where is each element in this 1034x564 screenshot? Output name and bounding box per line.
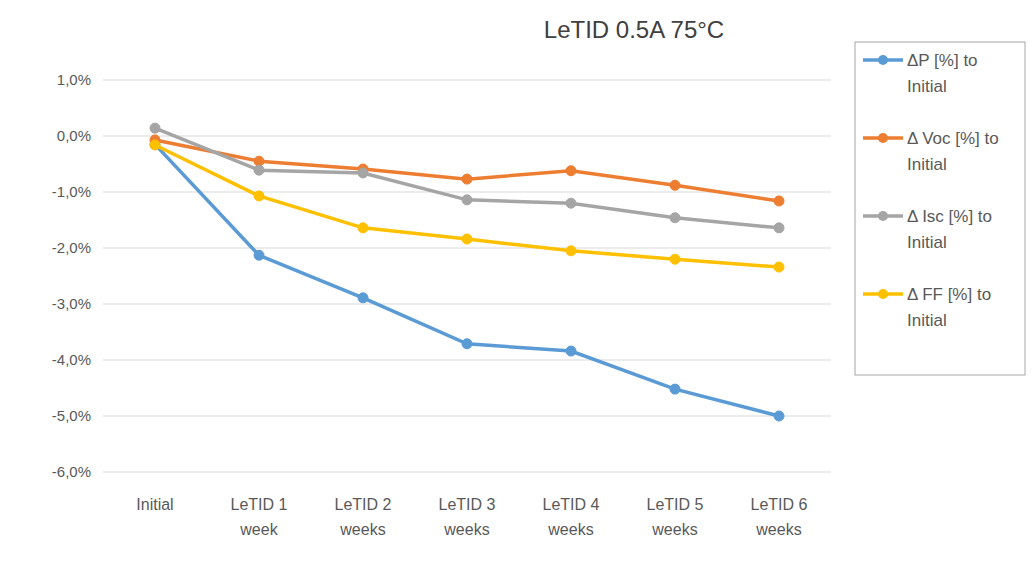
x-tick-label: LeTID 5 weeks	[647, 496, 704, 538]
legend-label: Δ Isc [%] to Initial	[907, 207, 992, 252]
grid-line	[103, 136, 831, 137]
series-marker	[358, 293, 368, 303]
x-tick-label-line: LeTID 1	[231, 496, 288, 513]
x-tick-label-line: LeTID 6	[751, 496, 808, 513]
x-tick-label: LeTID 6 weeks	[751, 496, 808, 538]
series-marker	[150, 139, 160, 149]
x-tick-label-line: weeks	[339, 521, 385, 538]
legend-label-line: Δ FF [%] to	[907, 285, 991, 304]
y-tick-label: -1,0%	[52, 183, 91, 200]
y-tick-label: -5,0%	[52, 407, 91, 424]
y-tick-label: 0,0%	[57, 127, 91, 144]
series-marker	[670, 384, 680, 394]
x-tick-label-line: Initial	[136, 496, 173, 513]
y-tick-label: -3,0%	[52, 295, 91, 312]
grid-line	[103, 80, 831, 81]
legend-label-line: Initial	[907, 311, 947, 330]
grid-line	[103, 304, 831, 305]
legend-label-line: Initial	[907, 77, 947, 96]
series-marker	[254, 191, 264, 201]
legend-label-line: Initial	[907, 233, 947, 252]
series-marker	[670, 213, 680, 223]
x-tick-label-line: LeTID 5	[647, 496, 704, 513]
grid-line	[103, 360, 831, 361]
series-marker	[774, 262, 784, 272]
x-tick-label: LeTID 2 weeks	[335, 496, 392, 538]
y-tick-label: -4,0%	[52, 351, 91, 368]
series-marker	[774, 196, 784, 206]
legend-box	[855, 42, 1025, 375]
x-tick-label-line: weeks	[755, 521, 801, 538]
title: LeTID 0.5A 75°C	[544, 16, 724, 43]
legend-marker	[878, 55, 888, 65]
legend-label-line: ΔP [%] to	[907, 51, 978, 70]
series-marker	[774, 411, 784, 421]
legend-marker	[878, 289, 888, 299]
x-tick-label-line: week	[239, 521, 278, 538]
series-marker	[358, 223, 368, 233]
x-tick-label-line: weeks	[547, 521, 593, 538]
series-marker	[254, 250, 264, 260]
plot-area	[150, 123, 784, 421]
series-marker	[566, 346, 576, 356]
y-tick-label: -6,0%	[52, 463, 91, 480]
grid-line	[103, 416, 831, 417]
legend-label-line: Initial	[907, 155, 947, 174]
legend-label: ΔP [%] to Initial	[907, 51, 978, 96]
legend-marker	[878, 133, 888, 143]
series-marker	[566, 246, 576, 256]
grid-line	[103, 248, 831, 249]
x-tick-label: Initial	[136, 496, 173, 513]
y-tick-label: 1,0%	[57, 71, 91, 88]
series-marker	[462, 234, 472, 244]
series-marker	[566, 166, 576, 176]
x-tick-label-line: LeTID 4	[543, 496, 600, 513]
series-marker	[566, 198, 576, 208]
x-tick-label-line: weeks	[443, 521, 489, 538]
series-marker	[462, 339, 472, 349]
legend-marker	[878, 211, 888, 221]
legend-label: Δ FF [%] to Initial	[907, 285, 991, 330]
series-marker	[774, 223, 784, 233]
legend-label-line: Δ Isc [%] to	[907, 207, 992, 226]
series-line	[155, 145, 779, 267]
legend-label-line: Δ Voc [%] to	[907, 129, 999, 148]
series-marker	[670, 254, 680, 264]
grid-line	[103, 472, 831, 473]
series-marker	[670, 180, 680, 190]
chart: LeTID 0.5A 75°C 1,0% 0,0% -1,0% -2,0% -3,0% -4…	[0, 0, 1034, 564]
x-tick-label: LeTID 1 week	[231, 496, 288, 538]
x-tick-label-line: LeTID 2	[335, 496, 392, 513]
x-tick-label-line: LeTID 3	[439, 496, 496, 513]
series-marker	[150, 123, 160, 133]
series-marker	[462, 174, 472, 184]
series-marker	[150, 140, 160, 150]
series-marker	[462, 195, 472, 205]
x-tick-label: LeTID 4 weeks	[543, 496, 600, 538]
y-tick-label: -2,0%	[52, 239, 91, 256]
series-marker	[358, 168, 368, 178]
x-tick-label: LeTID 3 weeks	[439, 496, 496, 538]
legend-label: Δ Voc [%] to Initial	[907, 129, 999, 174]
x-tick-label-line: weeks	[651, 521, 697, 538]
series-line	[155, 128, 779, 228]
series-marker	[254, 165, 264, 175]
